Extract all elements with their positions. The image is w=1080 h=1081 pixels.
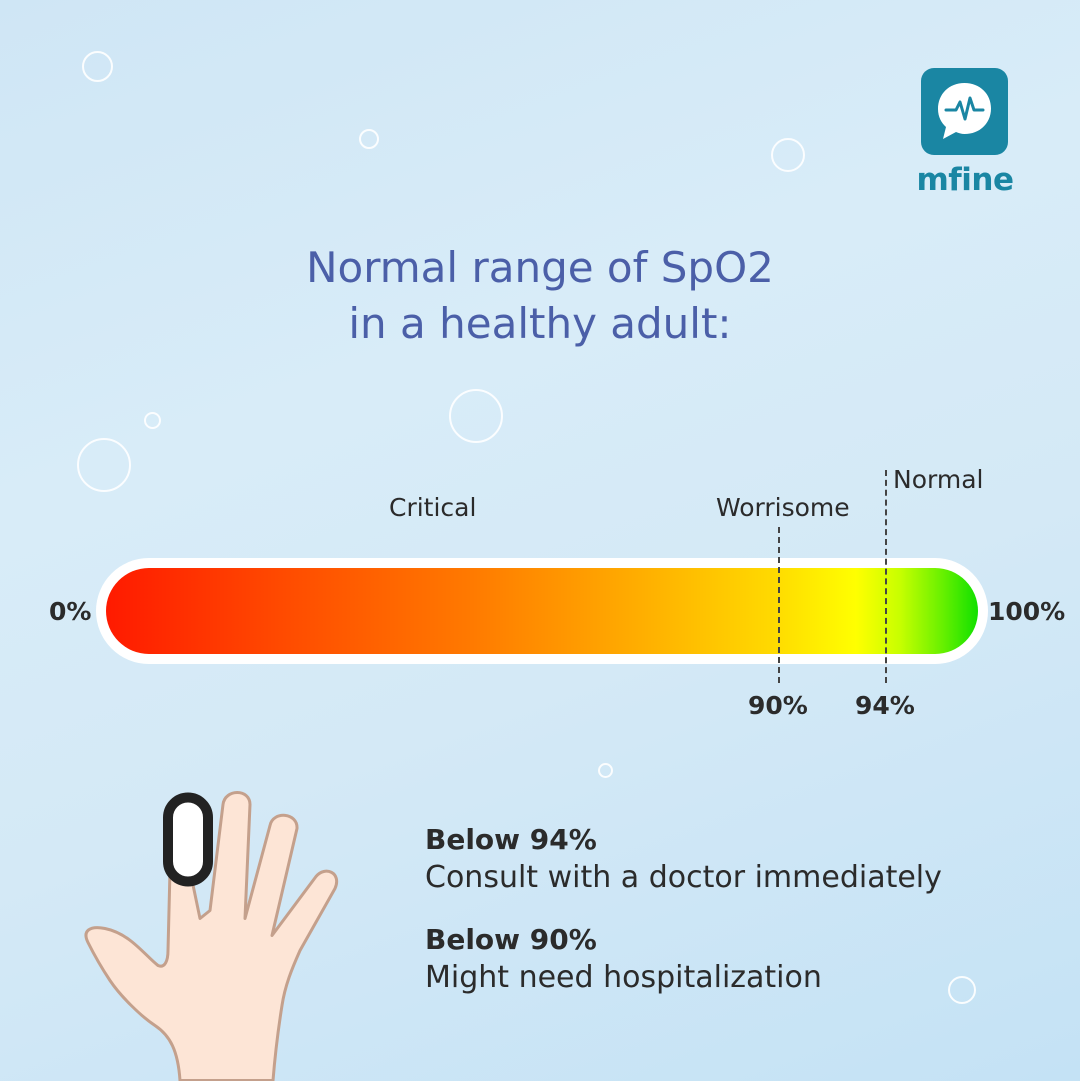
marker-label-90: 90%: [748, 691, 808, 720]
scale-min-label: 0%: [49, 597, 92, 626]
heartbeat-chat-bubble-icon: [938, 83, 991, 139]
title-line-2: in a healthy adult:: [348, 299, 732, 348]
advice-note-94: Below 94% Consult with a doctor immediat…: [425, 822, 942, 898]
advice-text: Might need hospitalization: [425, 960, 822, 995]
title-line-1: Normal range of SpO2: [306, 243, 774, 292]
page-title: Normal range of SpO2 in a healthy adult:: [0, 240, 1080, 352]
hand-with-pulse-oximeter-icon: [84, 791, 339, 1081]
marker-line-94: [885, 470, 887, 683]
bubble-decoration: [359, 129, 379, 149]
marker-label-94: 94%: [855, 691, 915, 720]
zone-label-critical: Critical: [389, 493, 477, 522]
marker-line-90: [778, 527, 780, 683]
bubble-decoration: [449, 389, 503, 443]
bubble-decoration: [144, 412, 161, 429]
scale-max-label: 100%: [988, 597, 1066, 626]
advice-heading: Below 90%: [425, 923, 597, 956]
bubble-decoration: [598, 763, 613, 778]
zone-label-worrisome: Worrisome: [716, 493, 850, 522]
bubble-decoration: [948, 976, 976, 1004]
mfine-logo: [921, 68, 1008, 155]
advice-note-90: Below 90% Might need hospitalization: [425, 922, 822, 998]
bubble-decoration: [771, 138, 805, 172]
advice-text: Consult with a doctor immediately: [425, 860, 942, 895]
advice-heading: Below 94%: [425, 823, 597, 856]
brand-name: mfine: [916, 162, 1014, 198]
bubble-decoration: [77, 438, 131, 492]
zone-label-normal: Normal: [893, 465, 984, 494]
spo2-gradient-bar: [106, 568, 978, 654]
bubble-decoration: [82, 51, 113, 82]
